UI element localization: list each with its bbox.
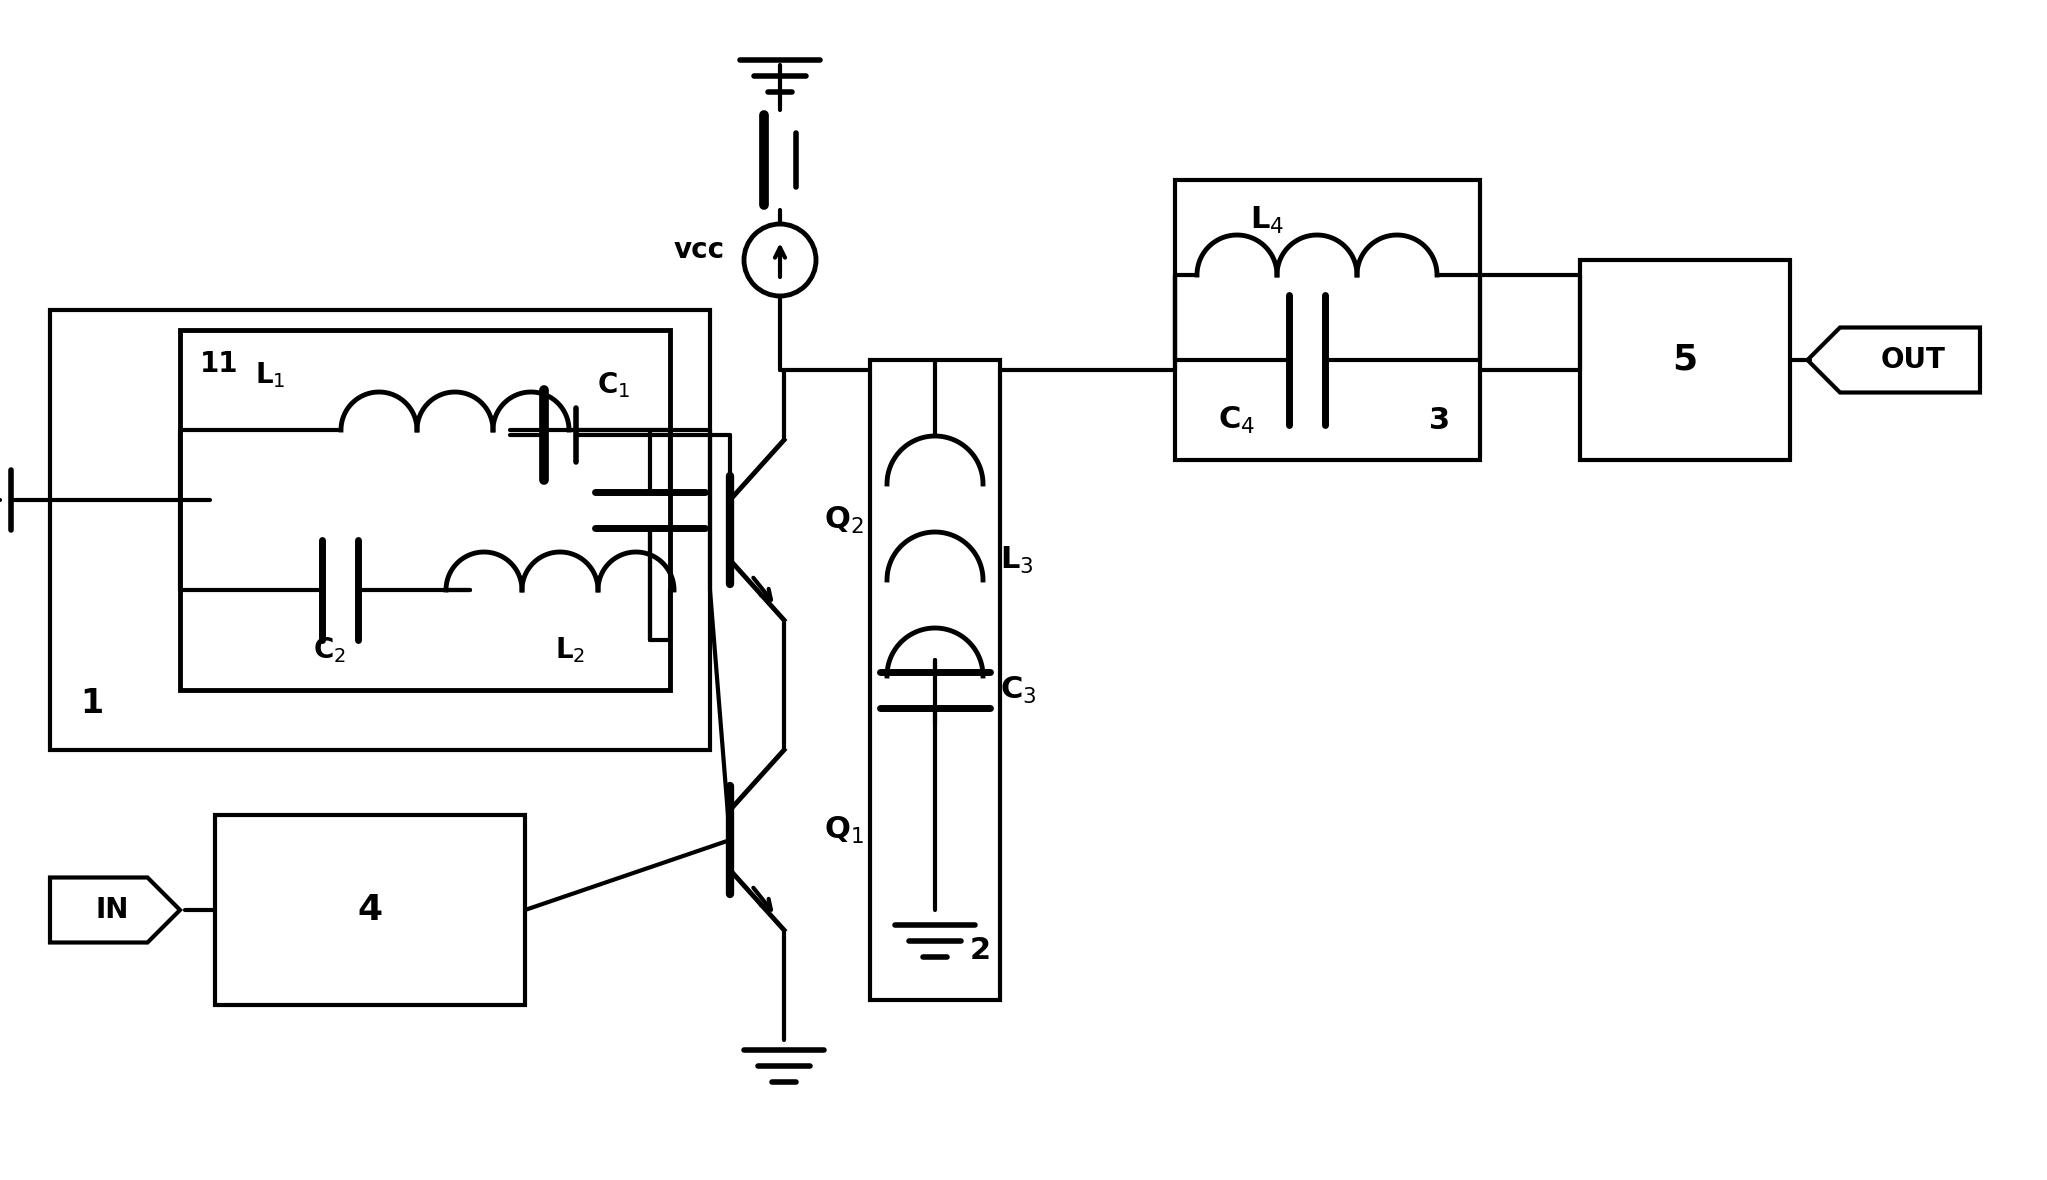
Text: 4: 4 — [358, 893, 383, 927]
Text: Q$_1$: Q$_1$ — [825, 814, 864, 846]
Bar — [870, 360, 1001, 999]
Text: L$_1$: L$_1$ — [256, 360, 287, 389]
Text: L$_4$: L$_4$ — [1251, 204, 1283, 236]
Text: 5: 5 — [1672, 343, 1697, 376]
Bar — [49, 310, 710, 750]
Text: 1: 1 — [80, 687, 102, 720]
Text: C$_2$: C$_2$ — [313, 635, 346, 664]
Text: vcc: vcc — [673, 236, 725, 264]
Bar — [1175, 181, 1480, 460]
Bar — [180, 330, 669, 690]
Text: 3: 3 — [1429, 406, 1449, 435]
Text: L$_3$: L$_3$ — [1001, 544, 1034, 576]
Text: 2: 2 — [970, 936, 991, 965]
Text: L$_2$: L$_2$ — [555, 635, 585, 664]
Text: Q$_2$: Q$_2$ — [825, 505, 864, 536]
Bar — [215, 815, 524, 1005]
Bar — [1580, 260, 1789, 460]
Text: 11: 11 — [201, 350, 239, 378]
Text: C$_3$: C$_3$ — [1001, 675, 1036, 706]
Text: OUT: OUT — [1881, 346, 1947, 374]
Text: IN: IN — [94, 896, 129, 924]
Text: C$_1$: C$_1$ — [598, 371, 630, 400]
Text: C$_4$: C$_4$ — [1218, 405, 1255, 435]
